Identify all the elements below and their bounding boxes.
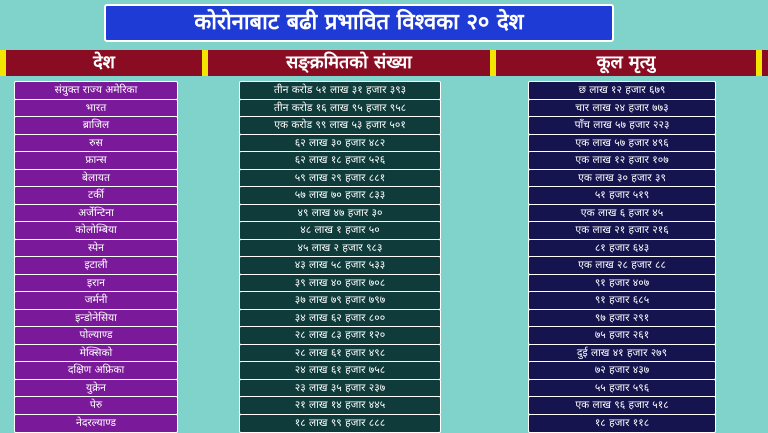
country-cell: भारत — [14, 98, 178, 118]
deaths-cell: एक लाख ३० हजार ३९ — [528, 168, 716, 188]
country-cell: अर्जेन्टिना — [14, 203, 178, 223]
table-row: युक्रेन २३ लाख ३५ हजार २३७ ५५ हजार ५९६ — [0, 378, 768, 398]
header-infected: सङ्क्रमितको संख्या — [286, 52, 412, 73]
infected-cell: ३४ लाख ६२ हजार ८०० — [239, 308, 441, 328]
country-cell: इटाली — [14, 256, 178, 275]
country-cell: इन्डोनेसिया — [14, 308, 178, 328]
country-cell: कोलोम्बिया — [14, 221, 178, 240]
table-row: दक्षिण अफ्रिका २४ लाख ६१ हजार ७५८ ७२ हजार … — [0, 361, 768, 380]
country-cell: बेलायत — [14, 168, 178, 188]
country-cell: पेरु — [14, 396, 178, 415]
infected-cell: ४५ लाख २ हजार ९८३ — [239, 238, 441, 258]
country-cell: युक्रेन — [14, 378, 178, 398]
deaths-cell: एक लाख ६ हजार ४५ — [528, 203, 716, 223]
infected-cell: ६२ लाख ३० हजार ४८२ — [239, 133, 441, 153]
country-cell: जर्मनी — [14, 291, 178, 310]
page-title: कोरोनाबाट बढी प्रभावित विश्वका २० देश — [104, 4, 614, 42]
header-separator — [0, 50, 6, 76]
header-deaths: कूल मृत्यु — [596, 52, 656, 73]
country-cell: पोल्याण्ड — [14, 326, 178, 345]
infected-cell: ३९ लाख ४० हजार ७०८ — [239, 273, 441, 293]
header-band — [0, 50, 768, 76]
deaths-cell: एक लाख ५७ हजार ४९६ — [528, 133, 716, 153]
deaths-cell: एक लाख ९६ हजार ५१८ — [528, 396, 716, 415]
infected-cell: ४८ लाख १ हजार ५० — [239, 221, 441, 240]
deaths-cell: १८ हजार ११८ — [528, 413, 716, 433]
deaths-cell: ५१ हजार ५१९ — [528, 186, 716, 205]
table-row: इरान ३९ लाख ४० हजार ७०८ ९१ हजार ४०७ — [0, 273, 768, 293]
deaths-cell: ८१ हजार ६४३ — [528, 238, 716, 258]
table-row: अर्जेन्टिना ४९ लाख ४७ हजार ३० एक लाख ६ हजा… — [0, 203, 768, 223]
deaths-cell: ९१ हजार ६८५ — [528, 291, 716, 310]
table-row: इन्डोनेसिया ३४ लाख ६२ हजार ८०० ९७ हजार २९१ — [0, 308, 768, 328]
deaths-cell: ९१ हजार ४०७ — [528, 273, 716, 293]
country-cell: संयुक्त राज्य अमेरिका — [14, 81, 178, 100]
deaths-cell: दुई लाख ४१ हजार २७९ — [528, 343, 716, 363]
infected-cell: ४९ लाख ४७ हजार ३० — [239, 203, 441, 223]
table-row: संयुक्त राज्य अमेरिका तीन करोड ५१ लाख ३१ … — [0, 81, 768, 100]
table-row: कोलोम्बिया ४८ लाख १ हजार ५० एक लाख २१ हजार… — [0, 221, 768, 240]
deaths-cell: एक लाख १२ हजार १०७ — [528, 151, 716, 170]
infected-cell: २४ लाख ६१ हजार ७५८ — [239, 361, 441, 380]
table-row: पोल्याण्ड २८ लाख ८३ हजार १२० ७५ हजार २६१ — [0, 326, 768, 345]
country-cell: दक्षिण अफ्रिका — [14, 361, 178, 380]
table-row: जर्मनी ३७ लाख ७९ हजार ७९७ ९१ हजार ६८५ — [0, 291, 768, 310]
country-cell: ब्राजिल — [14, 116, 178, 135]
infected-cell: २३ लाख ३५ हजार २३७ — [239, 378, 441, 398]
table-row: टर्की ५७ लाख ७० हजार ८३३ ५१ हजार ५१९ — [0, 186, 768, 205]
table-row: रुस ६२ लाख ३० हजार ४८२ एक लाख ५७ हजार ४९६ — [0, 133, 768, 153]
country-cell: इरान — [14, 273, 178, 293]
table-row: नेदरल्याण्ड १८ लाख ९९ हजार ८८८ १८ हजार ११८ — [0, 413, 768, 433]
infected-cell: १८ लाख ९९ हजार ८८८ — [239, 413, 441, 433]
country-cell: स्पेन — [14, 238, 178, 258]
country-cell: टर्की — [14, 186, 178, 205]
table-row: ब्राजिल एक करोड ९९ लाख ५३ हजार ५०१ पाँच ला… — [0, 116, 768, 135]
table-row: बेलायत ५९ लाख २९ हजार ८८१ एक लाख ३० हजार ३… — [0, 168, 768, 188]
header-separator — [490, 50, 496, 76]
deaths-cell: चार लाख २४ हजार ७७३ — [528, 98, 716, 118]
table-row: इटाली ४३ लाख ५८ हजार ५३३ एक लाख २८ हजार ८८ — [0, 256, 768, 275]
header-country: देश — [93, 52, 115, 73]
deaths-cell: ७५ हजार २६१ — [528, 326, 716, 345]
infected-cell: ३७ लाख ७९ हजार ७९७ — [239, 291, 441, 310]
table-row: भारत तीन करोड १६ लाख ९५ हजार ९५८ चार लाख २… — [0, 98, 768, 118]
infected-cell: ५७ लाख ७० हजार ८३३ — [239, 186, 441, 205]
infected-cell: ६२ लाख १८ हजार ५२६ — [239, 151, 441, 170]
deaths-cell: ७२ हजार ४३७ — [528, 361, 716, 380]
country-cell: नेदरल्याण्ड — [14, 413, 178, 433]
deaths-cell: ५५ हजार ५९६ — [528, 378, 716, 398]
infected-cell: ४३ लाख ५८ हजार ५३३ — [239, 256, 441, 275]
infected-cell: ५९ लाख २९ हजार ८८१ — [239, 168, 441, 188]
infected-cell: २८ लाख ६१ हजार ४९८ — [239, 343, 441, 363]
header-separator — [756, 50, 762, 76]
deaths-cell: छ लाख १२ हजार ६७९ — [528, 81, 716, 100]
infected-cell: २१ लाख १४ हजार ४४५ — [239, 396, 441, 415]
deaths-cell: पाँच लाख ५७ हजार २२३ — [528, 116, 716, 135]
deaths-cell: एक लाख २८ हजार ८८ — [528, 256, 716, 275]
infected-cell: तीन करोड १६ लाख ९५ हजार ९५८ — [239, 98, 441, 118]
infected-cell: तीन करोड ५१ लाख ३१ हजार ३९३ — [239, 81, 441, 100]
header-separator — [202, 50, 208, 76]
country-cell: मेक्सिको — [14, 343, 178, 363]
deaths-cell: ९७ हजार २९१ — [528, 308, 716, 328]
deaths-cell: एक लाख २१ हजार २१६ — [528, 221, 716, 240]
table-row: फ्रान्स ६२ लाख १८ हजार ५२६ एक लाख १२ हजार … — [0, 151, 768, 170]
table-row: पेरु २१ लाख १४ हजार ४४५ एक लाख ९६ हजार ५१८ — [0, 396, 768, 415]
table-row: मेक्सिको २८ लाख ६१ हजार ४९८ दुई लाख ४१ हजा… — [0, 343, 768, 363]
infected-cell: २८ लाख ८३ हजार १२० — [239, 326, 441, 345]
table-row: स्पेन ४५ लाख २ हजार ९८३ ८१ हजार ६४३ — [0, 238, 768, 258]
infected-cell: एक करोड ९९ लाख ५३ हजार ५०१ — [239, 116, 441, 135]
country-cell: रुस — [14, 133, 178, 153]
country-cell: फ्रान्स — [14, 151, 178, 170]
